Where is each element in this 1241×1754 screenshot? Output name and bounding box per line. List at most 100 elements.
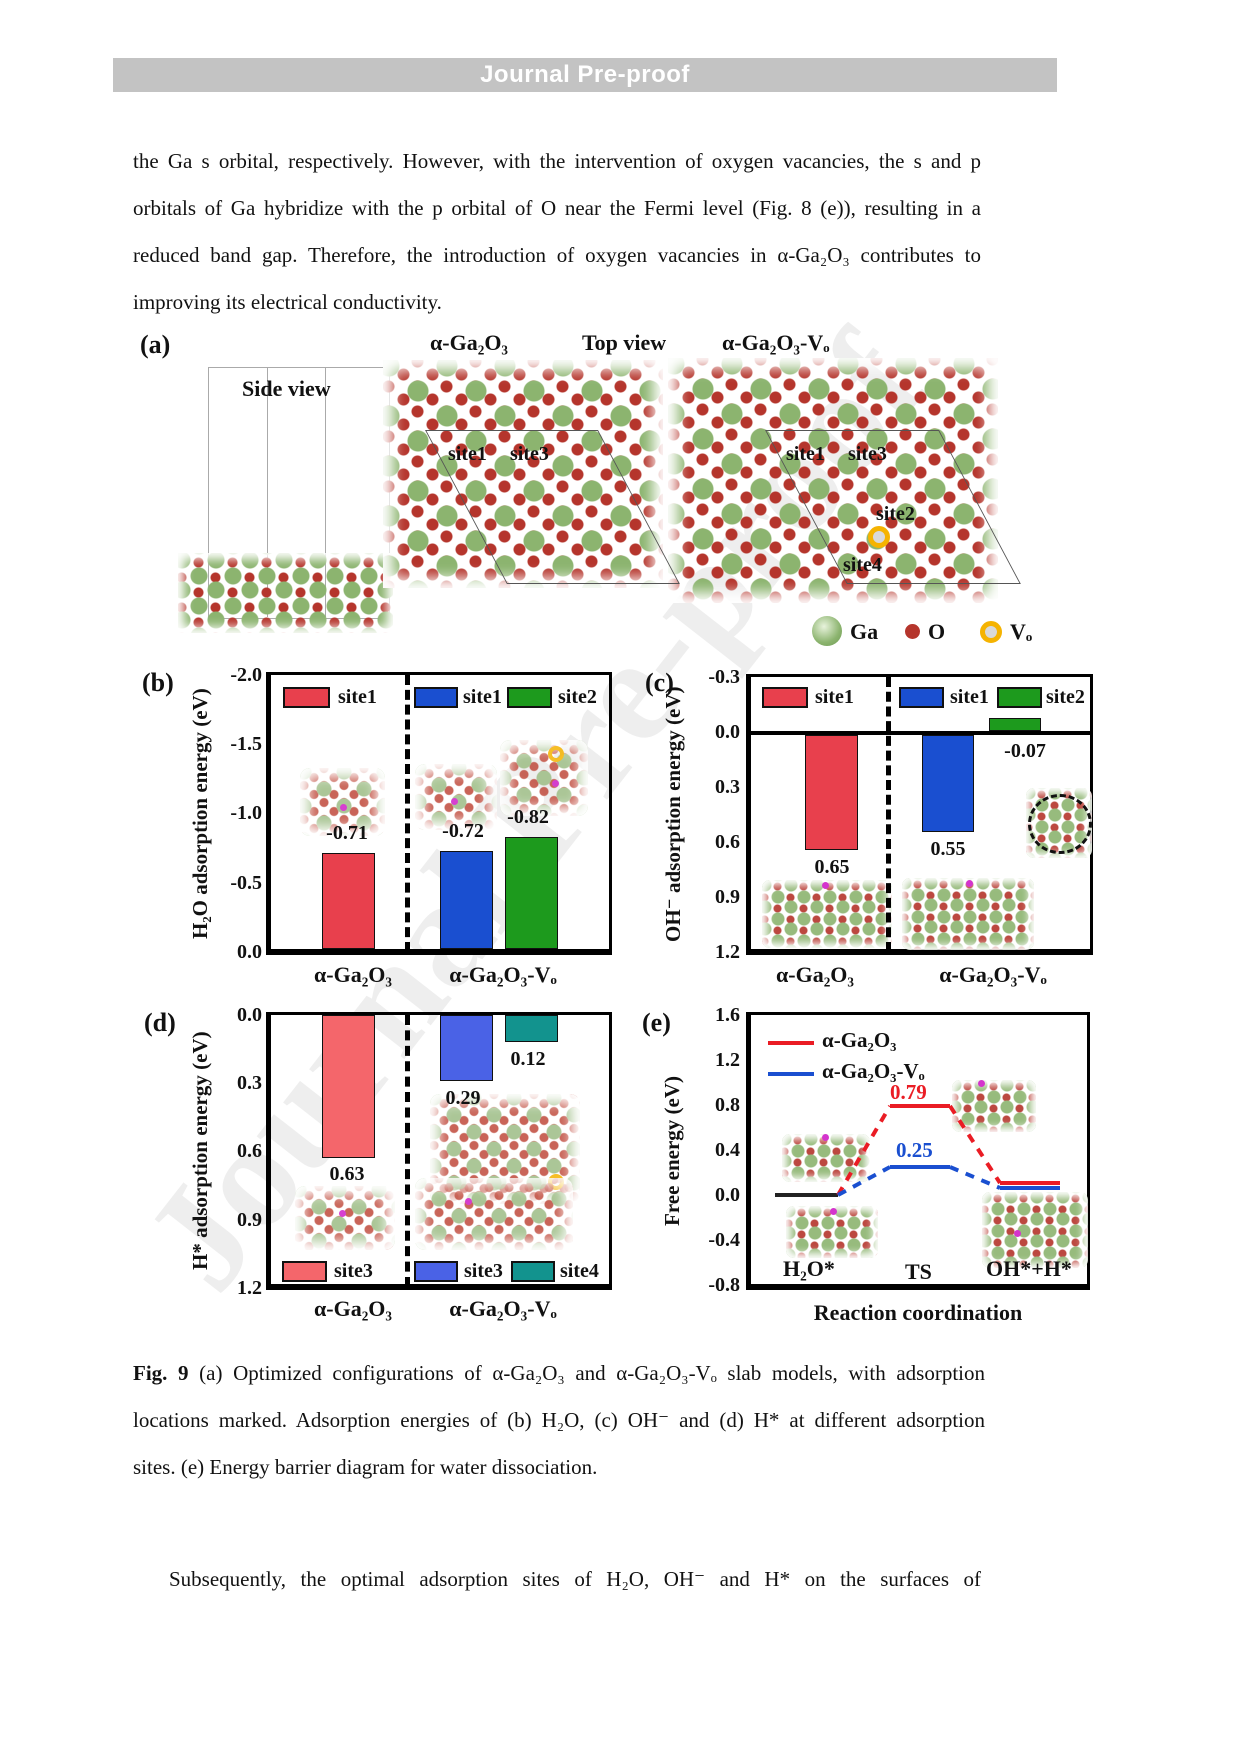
panel-e-legend-line-blue (768, 1072, 814, 1076)
panel-e-plot-box (746, 1012, 1090, 1290)
ga-atom-icon (812, 616, 842, 646)
panel-b-legend-swatch-green (507, 687, 552, 708)
panel-c-cat-ga2o3-vo: α-Ga₂O₃-Vₒ (939, 962, 1047, 987)
structure2-site3-label: site3 (848, 443, 887, 465)
panel-e-state-ohh: OH*+H* (986, 1256, 1072, 1281)
panel-c-legend-swatch-blue (899, 687, 944, 708)
panel-c-legend-swatch-red (762, 687, 808, 708)
panel-d-legend-swatch-teal (511, 1261, 555, 1282)
structure2-site2-label: site2 (876, 503, 915, 525)
panel-c-ytick-2: 0.3 (715, 776, 740, 798)
panel-d-bar-site4-vo (505, 1015, 558, 1042)
side-view-title: Side view (242, 376, 331, 401)
panel-b-legend-site1-left: site1 (338, 686, 377, 708)
panel-b-cat-ga2o3-vo: α-Ga₂O₃-Vₒ (449, 962, 557, 987)
panel-d-plot-box (266, 1012, 612, 1290)
panel-c-highlight-circle (1028, 794, 1092, 854)
panel-e-ytick-1: 1.2 (715, 1049, 740, 1071)
oxygen-vacancy-marker (868, 526, 890, 548)
panel-e-legend-ga2o3-vo: α-Ga₂O₃-Vₒ (822, 1059, 925, 1083)
caption-fig-number: Fig. 9 (133, 1361, 189, 1385)
panel-b-label: (b) (142, 668, 174, 697)
panel-e-legend-ga2o3: α-Ga₂O₃ (822, 1028, 897, 1052)
panel-b-inset-structure-2 (415, 764, 497, 830)
panel-b-value-site2-vo: -0.82 (507, 806, 549, 828)
panel-d-ytick-1: 0.3 (237, 1072, 262, 1094)
panel-d-ytick-2: 0.6 (237, 1140, 262, 1162)
panel-c-cat-ga2o3: α-Ga₂O₃ (775, 962, 855, 987)
panel-d-legend-swatch-blue (414, 1261, 458, 1282)
panel-c-label: (c) (645, 668, 674, 697)
panel-b-cat-ga2o3: α-Ga₂O₃ (313, 962, 393, 987)
panel-e-state-h2o: H₂O* (783, 1256, 835, 1281)
panel-e-ytick-6: -0.8 (708, 1274, 740, 1296)
panel-d-legend-site3-right: site3 (464, 1260, 503, 1282)
panel-b-ytick-4: 0.0 (237, 941, 262, 963)
banner-title: Journal Pre-proof (480, 61, 690, 88)
panel-b-legend-swatch-blue (414, 687, 458, 708)
panel-e-inset-structure-2 (786, 1206, 878, 1258)
journal-preproof-banner: Journal Pre-proof (113, 58, 1057, 92)
panel-d-bar-site3-ga2o3 (322, 1015, 375, 1158)
panel-b-legend-site1-right: site1 (463, 686, 502, 708)
panel-c-inset-structure-1 (762, 880, 892, 948)
panel-c-legend-site2: site2 (1046, 686, 1085, 708)
panel-d-inset-structure-3 (415, 1178, 573, 1250)
panel-e-ytick-2: 0.8 (715, 1094, 740, 1116)
panel-b-value-site1-ga2o3: -0.71 (326, 822, 368, 844)
panel-b-bar-site1-vo (440, 851, 493, 949)
panel-d-legend-swatch-salmon (282, 1261, 327, 1282)
panel-c-legend-site1-left: site1 (815, 686, 854, 708)
panel-b-inset-structure-1 (300, 768, 385, 836)
panel-b-ytick-2: -1.0 (230, 802, 262, 824)
caption-line-3: sites. (e) Energy barrier diagram for wa… (133, 1455, 598, 1479)
panel-c-value-site1-ga2o3: 0.65 (814, 856, 850, 878)
panel-b-inset-structure-3 (500, 740, 588, 816)
structure1-site1-label: site1 (448, 443, 487, 465)
panel-b-bar-site1-ga2o3 (322, 853, 375, 949)
vo-legend-icon (980, 621, 1002, 643)
panel-e-ytick-0: 1.6 (715, 1004, 740, 1026)
panel-e-ytick-4: 0.0 (715, 1184, 740, 1206)
panel-b-ytick-1: -1.5 (230, 733, 262, 755)
structure2-site4-label: site4 (843, 554, 882, 576)
panel-b-plot-box (266, 672, 612, 955)
panel-c-bar-site1-ga2o3 (805, 735, 858, 850)
panel-c-ytick-5: 1.2 (715, 941, 740, 963)
side-view-slab-structure (178, 553, 393, 633)
vo-legend-label: Vₒ (1010, 619, 1033, 644)
panel-c-divider (886, 677, 891, 952)
panel-c-legend-site1-right: site1 (950, 686, 989, 708)
panel-b-ytick-3: -0.5 (230, 872, 262, 894)
panel-c-ytick-1: 0.0 (715, 721, 740, 743)
panel-e-inset-structure-4 (982, 1192, 1088, 1268)
panel-c-value-site2-vo: -0.07 (1004, 740, 1046, 762)
ga-legend-label: Ga (850, 619, 879, 644)
panel-e-state-ts: TS (905, 1259, 932, 1284)
side-view-cell-line-1 (267, 367, 268, 617)
structure1-lattice (383, 360, 663, 588)
caption-line-1: Fig. 9 (a) Optimized configurations of α… (133, 1361, 985, 1385)
panel-e-inset-structure-3 (952, 1080, 1036, 1132)
structure2-site1-label: site1 (786, 443, 825, 465)
panel-d-legend-site3-left: site3 (334, 1260, 373, 1282)
panel-d-cat-ga2o3-vo: α-Ga₂O₃-Vₒ (449, 1296, 557, 1321)
panel-b-legend-swatch-red (283, 687, 330, 708)
structure1-title: α-Ga₂O₃ (430, 330, 509, 355)
panel-b-value-site1-vo: -0.72 (442, 820, 484, 842)
panel-c-yaxis-title: OH⁻ adsorption energy (eV) (661, 686, 685, 943)
panel-e-barrier-blue: 0.25 (896, 1138, 933, 1162)
panel-d-bar-site3-vo (440, 1015, 493, 1081)
side-view-cell-line-2 (325, 367, 326, 617)
panel-d-value-site3-vo: 0.29 (445, 1087, 481, 1109)
paragraph-1-line-3: reduced band gap. Therefore, the introdu… (133, 243, 981, 267)
panel-c-value-site1-vo: 0.55 (930, 838, 966, 860)
paragraph-1-line-4: improving its electrical conductivity. (133, 290, 442, 314)
o-atom-icon (905, 624, 920, 639)
panel-c-bar-site1-vo (922, 735, 974, 832)
panel-d-cat-ga2o3: α-Ga₂O₃ (313, 1296, 393, 1321)
figure-caption: Fig. 9 (a) Optimized configurations of α… (133, 1350, 985, 1491)
top-view-title: Top view (582, 330, 667, 355)
panel-d-inset-structure-2 (295, 1186, 395, 1250)
